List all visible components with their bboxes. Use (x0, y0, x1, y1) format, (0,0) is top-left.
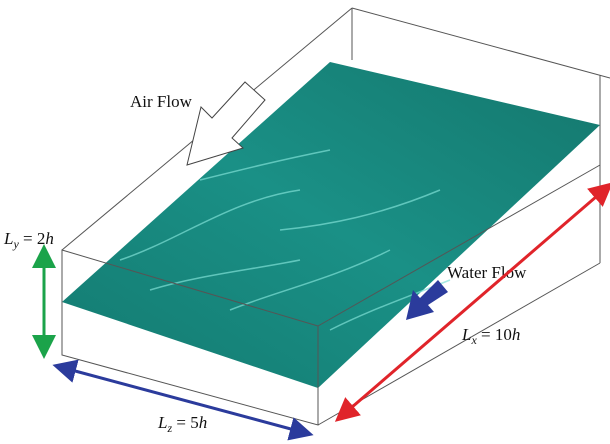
lz-equals: = 5 (172, 413, 199, 432)
lx-symbol: L (461, 325, 471, 344)
ly-unit: h (45, 229, 54, 248)
air-flow-label: Air Flow (130, 92, 193, 111)
ly-symbol: L (3, 229, 13, 248)
lx-unit: h (512, 325, 521, 344)
lz-unit: h (199, 413, 208, 432)
lz-symbol: L (157, 413, 167, 432)
lz-label: Lz = 5h (157, 413, 207, 435)
ly-label: Ly = 2h (3, 229, 54, 251)
lx-label: Lx = 10h (461, 325, 520, 347)
diagram: Air Flow Water Flow Ly = 2h Lx = 10h Lz … (0, 0, 610, 444)
lx-equals: = 10 (477, 325, 512, 344)
ly-equals: = 2 (19, 229, 46, 248)
